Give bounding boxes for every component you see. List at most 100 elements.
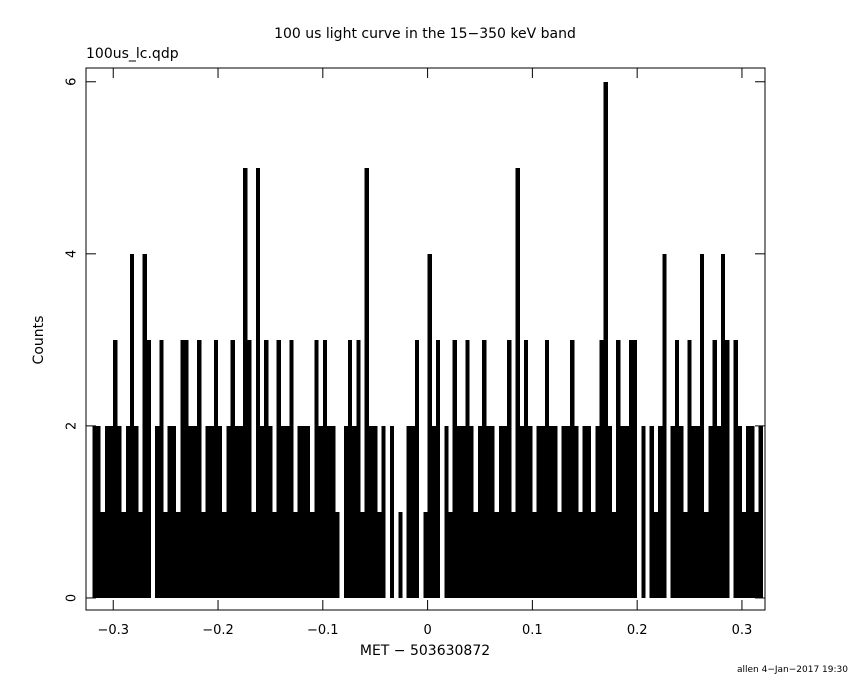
bar bbox=[435, 339, 441, 598]
bar bbox=[343, 425, 348, 598]
bar bbox=[737, 425, 742, 598]
bar bbox=[687, 339, 692, 598]
bar bbox=[465, 339, 470, 598]
bar bbox=[758, 425, 763, 598]
bar bbox=[482, 339, 487, 598]
bar bbox=[549, 425, 554, 598]
bar bbox=[620, 425, 625, 598]
bar bbox=[268, 425, 273, 598]
bar bbox=[109, 425, 114, 598]
x-tick-label: −0.3 bbox=[97, 623, 129, 638]
bar bbox=[96, 425, 101, 598]
bar bbox=[607, 425, 613, 598]
bar bbox=[331, 425, 336, 598]
bar bbox=[427, 253, 432, 598]
bar bbox=[741, 511, 747, 598]
bar bbox=[180, 339, 185, 598]
bar bbox=[134, 425, 139, 598]
bar bbox=[565, 425, 571, 598]
bar bbox=[431, 425, 436, 598]
bar bbox=[649, 425, 654, 598]
bar bbox=[494, 511, 499, 598]
bar bbox=[276, 339, 281, 598]
bar bbox=[574, 425, 579, 598]
bar bbox=[352, 425, 357, 598]
bar bbox=[167, 425, 172, 598]
bar bbox=[201, 511, 206, 598]
bar bbox=[176, 511, 181, 598]
bar bbox=[377, 511, 382, 598]
bar bbox=[234, 425, 239, 598]
x-axis-label: MET − 503630872 bbox=[360, 643, 490, 659]
bar bbox=[155, 425, 160, 598]
bar bbox=[289, 339, 294, 598]
bar bbox=[297, 425, 302, 598]
bars bbox=[92, 81, 763, 598]
bar bbox=[130, 253, 135, 598]
bar bbox=[398, 511, 403, 598]
bar bbox=[591, 511, 596, 598]
bar bbox=[624, 425, 629, 598]
bar bbox=[188, 425, 193, 598]
bar bbox=[318, 425, 323, 598]
bar bbox=[310, 511, 315, 598]
bar bbox=[205, 425, 210, 598]
bar bbox=[725, 339, 730, 598]
bar bbox=[381, 425, 386, 598]
bar bbox=[255, 167, 260, 598]
bar bbox=[750, 425, 755, 598]
x-tick-label: 0.2 bbox=[627, 623, 648, 638]
bar bbox=[373, 425, 378, 598]
bar bbox=[670, 425, 675, 598]
x-tick-label: 0 bbox=[423, 623, 431, 638]
bar bbox=[92, 425, 97, 598]
bar bbox=[113, 339, 118, 598]
footer: allen 4−Jan−2017 19:30 bbox=[737, 665, 848, 675]
bar bbox=[100, 511, 105, 598]
bar bbox=[125, 425, 131, 598]
x-tick-label: 0.3 bbox=[732, 623, 753, 638]
bar bbox=[628, 339, 633, 598]
bar bbox=[243, 167, 248, 598]
bar bbox=[322, 339, 328, 598]
bar bbox=[486, 425, 491, 598]
bar bbox=[536, 425, 541, 598]
bar bbox=[306, 425, 311, 598]
bar bbox=[247, 339, 252, 598]
plot-frame bbox=[85, 67, 766, 611]
bar bbox=[733, 339, 738, 598]
bar bbox=[523, 339, 529, 598]
y-tick-label: 4 bbox=[65, 250, 80, 258]
bar bbox=[444, 425, 449, 598]
bar bbox=[209, 425, 214, 598]
bar bbox=[121, 511, 126, 598]
bar bbox=[280, 425, 286, 598]
bar bbox=[653, 511, 659, 598]
bar bbox=[251, 511, 256, 598]
y-tick-label: 2 bbox=[65, 422, 80, 430]
bar bbox=[662, 253, 667, 598]
bar bbox=[368, 425, 374, 598]
bar bbox=[695, 425, 701, 598]
bar bbox=[138, 511, 143, 598]
bar bbox=[712, 339, 717, 598]
bar bbox=[117, 425, 122, 598]
bar bbox=[632, 339, 638, 598]
bar bbox=[595, 425, 600, 598]
x-tick-label: −0.1 bbox=[307, 623, 339, 638]
bar bbox=[720, 253, 726, 598]
bar bbox=[146, 339, 151, 598]
bar bbox=[553, 425, 558, 598]
bar bbox=[498, 425, 504, 598]
bar bbox=[327, 425, 332, 598]
bar bbox=[293, 511, 298, 598]
bar bbox=[197, 339, 202, 598]
bar bbox=[578, 511, 583, 598]
x-tick-label: 0.1 bbox=[522, 623, 543, 638]
bar bbox=[213, 339, 219, 598]
bar bbox=[586, 425, 592, 598]
bar bbox=[360, 511, 365, 598]
x-tick-label: −0.2 bbox=[202, 623, 234, 638]
